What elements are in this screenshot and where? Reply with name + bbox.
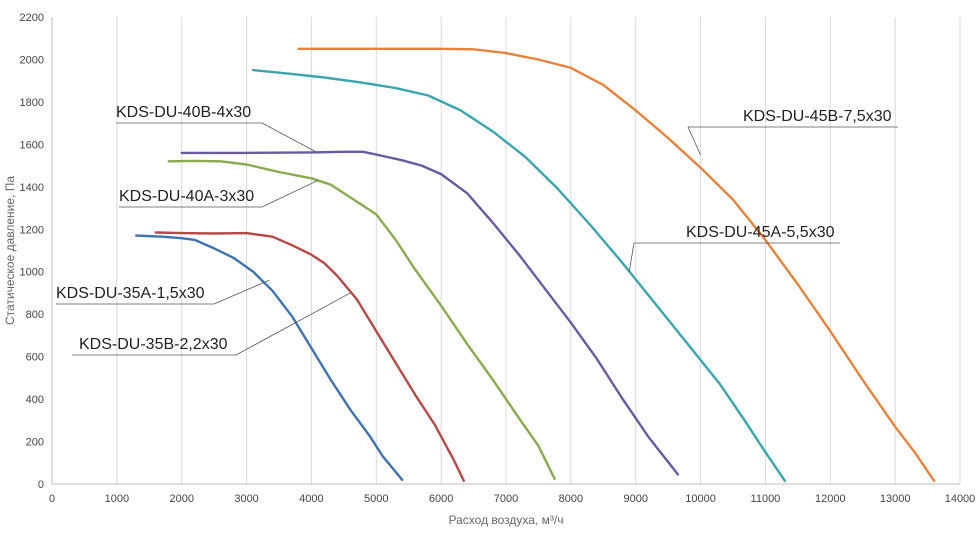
callout-labels: KDS-DU-40B-4x30 KDS-DU-40A-3x30 KDS-DU-45B… bbox=[56, 104, 898, 356]
y-tick-label: 1800 bbox=[20, 97, 44, 109]
x-tick-label: 6000 bbox=[429, 493, 453, 505]
callout-leader bbox=[235, 292, 351, 356]
series-line bbox=[297, 47, 936, 482]
series-line bbox=[135, 234, 404, 481]
grid bbox=[51, 17, 961, 484]
y-tick-label: 2200 bbox=[20, 12, 44, 24]
x-tick-label: 14000 bbox=[945, 493, 976, 505]
x-tick-label: 1000 bbox=[105, 493, 129, 505]
y-tick-label: 0 bbox=[38, 479, 44, 491]
y-tick-label: 600 bbox=[26, 352, 44, 364]
series-label: KDS-DU-35A-1,5x30 bbox=[56, 285, 205, 302]
x-tick-label: 4000 bbox=[299, 493, 323, 505]
x-tick-label: 7000 bbox=[494, 493, 518, 505]
y-tick-label: 800 bbox=[26, 309, 44, 321]
series-label: KDS-DU-40B-4x30 bbox=[116, 104, 251, 121]
x-tick-label: 12000 bbox=[815, 493, 846, 505]
x-tick-label: 3000 bbox=[234, 493, 258, 505]
series-label: KDS-DU-40A-3x30 bbox=[119, 188, 254, 205]
series-line bbox=[180, 150, 680, 476]
series-label: KDS-DU-35B-2,2x30 bbox=[79, 336, 228, 353]
y-tick-label: 400 bbox=[26, 394, 44, 406]
series-lines bbox=[135, 47, 936, 482]
x-axis-title: Расход воздуха, м³/ч bbox=[449, 513, 564, 527]
axes: 0 1000 2000 3000 4000 5000 6000 7000 8000 9000 100… bbox=[20, 12, 976, 505]
x-tick-label: 5000 bbox=[364, 493, 388, 505]
x-tick-label: 11000 bbox=[751, 493, 781, 505]
callout-leader bbox=[213, 279, 270, 305]
x-tick-label: 8000 bbox=[559, 493, 583, 505]
y-tick-label: 2000 bbox=[20, 54, 44, 66]
y-tick-label: 1000 bbox=[20, 267, 44, 279]
x-tick-label: 2000 bbox=[169, 493, 193, 505]
callout-leader bbox=[628, 242, 635, 272]
x-tick-label: 0 bbox=[49, 493, 55, 505]
x-tick-label: 9000 bbox=[623, 493, 647, 505]
callout-leader bbox=[261, 180, 319, 208]
y-tick-label: 1400 bbox=[20, 182, 44, 194]
series-line bbox=[251, 68, 787, 482]
y-tick-label: 200 bbox=[26, 437, 44, 449]
x-tick-label: 13000 bbox=[880, 493, 911, 505]
y-tick-label: 1200 bbox=[20, 224, 44, 236]
callout-leader bbox=[687, 126, 701, 156]
series-line bbox=[154, 231, 465, 482]
series-label: KDS-DU-45A-5,5x30 bbox=[686, 224, 835, 241]
x-tick-label: 10000 bbox=[685, 493, 716, 505]
series-label: KDS-DU-45B-7,5x30 bbox=[743, 108, 892, 125]
callout-leader bbox=[261, 122, 319, 154]
series-line bbox=[167, 159, 556, 480]
y-tick-label: 1600 bbox=[20, 139, 44, 151]
y-axis-title: Статическое давление, Па bbox=[3, 176, 17, 325]
